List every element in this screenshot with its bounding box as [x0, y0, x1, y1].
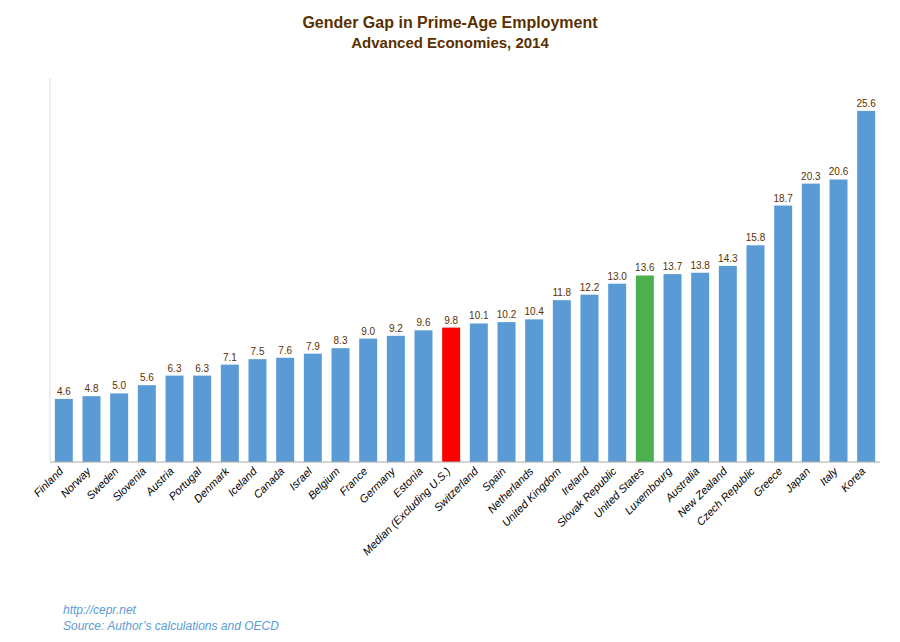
data-label: 5.0	[112, 380, 126, 391]
data-label: 7.6	[278, 345, 292, 356]
data-label: 13.6	[635, 262, 655, 273]
x-tick-label: Italy	[817, 464, 841, 488]
x-tick-label: Germany	[357, 464, 399, 506]
bar	[221, 365, 239, 462]
data-label: 10.2	[497, 309, 517, 320]
bar	[581, 295, 599, 462]
bar	[774, 206, 792, 462]
data-label: 9.8	[444, 315, 458, 326]
bar	[55, 399, 73, 462]
data-label: 14.3	[718, 253, 738, 264]
bar	[802, 184, 820, 462]
data-label: 18.7	[773, 193, 793, 204]
data-label: 9.6	[417, 317, 431, 328]
bar	[498, 322, 516, 462]
data-label: 5.6	[140, 372, 154, 383]
bar	[470, 323, 488, 462]
bar	[553, 300, 571, 462]
data-label: 10.4	[524, 306, 544, 317]
data-label: 7.9	[306, 341, 320, 352]
bar	[276, 358, 294, 462]
data-label: 7.1	[223, 352, 237, 363]
bars	[55, 111, 875, 462]
bar	[387, 336, 405, 462]
bar	[719, 266, 737, 462]
chart: Gender Gap in Prime-Age Employment Advanc…	[0, 0, 900, 642]
bar	[664, 274, 682, 462]
data-label: 6.3	[168, 363, 182, 374]
data-label: 13.8	[690, 260, 710, 271]
data-label: 20.6	[829, 166, 849, 177]
bar	[166, 376, 184, 462]
y-axis-line	[50, 78, 51, 462]
x-tick-label: Greece	[751, 465, 785, 499]
bar	[359, 339, 377, 462]
x-tick-label: Slovenia	[110, 465, 148, 503]
bar	[83, 396, 101, 462]
x-tick-label: United Kingdom	[499, 465, 563, 529]
bar	[608, 284, 626, 462]
data-label: 8.3	[334, 335, 348, 346]
data-label: 15.8	[746, 232, 766, 243]
bar	[193, 376, 211, 462]
bar	[304, 354, 322, 462]
data-label: 9.2	[389, 323, 403, 334]
bar	[415, 330, 433, 462]
x-tick-label: Korea	[838, 465, 867, 494]
data-label: 4.8	[85, 383, 99, 394]
bar	[442, 328, 460, 462]
bar	[110, 393, 128, 462]
x-tick-label: Canada	[251, 465, 287, 501]
data-label: 7.5	[251, 346, 265, 357]
data-label: 12.2	[580, 282, 600, 293]
data-label: 20.3	[801, 171, 821, 182]
x-tick-label: Japan	[782, 465, 812, 495]
bar	[857, 111, 875, 462]
bar	[636, 275, 654, 462]
bar	[525, 319, 543, 462]
footnote: Source: Author’s calculations and OECD	[63, 619, 279, 633]
bar	[249, 359, 267, 462]
x-tick-label: Belgium	[305, 465, 342, 502]
data-label: 9.0	[361, 326, 375, 337]
data-label: 4.6	[57, 386, 71, 397]
subtitle: Advanced Economies, 2014	[351, 34, 549, 51]
bar	[747, 245, 765, 462]
data-label: 6.3	[195, 363, 209, 374]
data-label: 10.1	[469, 310, 489, 321]
x-tick-label: Czech Republic	[694, 465, 757, 528]
x-tick-label: Switzerland	[432, 464, 481, 513]
bar	[332, 348, 350, 462]
x-axis-line	[50, 462, 880, 463]
data-label: 13.7	[663, 261, 683, 272]
data-label: 11.8	[552, 287, 571, 298]
data-label: 13.0	[607, 271, 627, 282]
x-tick-label: Denmark	[191, 465, 231, 505]
title: Gender Gap in Prime-Age Employment	[302, 14, 598, 31]
bar	[830, 179, 848, 462]
footnote: http://cepr.net	[63, 603, 137, 617]
data-label: 25.6	[856, 98, 876, 109]
bar	[138, 385, 156, 462]
bar	[691, 273, 709, 462]
